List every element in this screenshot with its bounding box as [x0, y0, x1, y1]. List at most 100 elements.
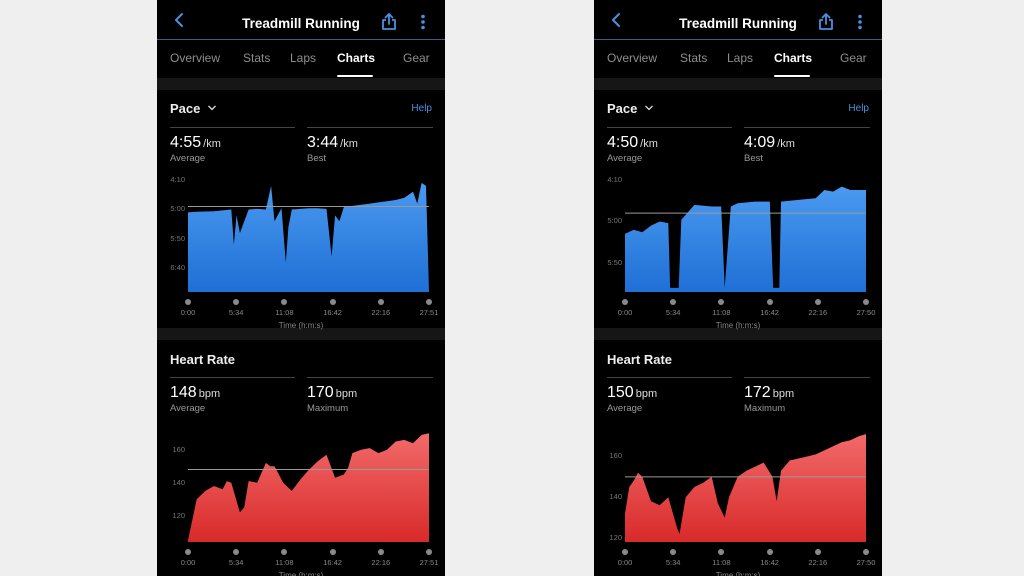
nav-bar: Treadmill Running — [157, 0, 445, 40]
tab-stats[interactable]: Stats — [243, 51, 271, 65]
more-options-icon[interactable] — [856, 14, 864, 30]
x-axis-marker[interactable] — [329, 549, 336, 555]
section-divider — [594, 328, 882, 340]
hr-maximum-label: Maximum — [744, 403, 786, 414]
x-axis-marker[interactable] — [426, 299, 432, 305]
x-axis-marker[interactable] — [766, 299, 773, 305]
share-icon[interactable] — [381, 13, 397, 31]
x-axis-marker[interactable] — [233, 549, 240, 555]
pace-title[interactable]: Pace — [170, 101, 201, 116]
hr-maximum-label: Maximum — [307, 403, 349, 414]
x-axis-tick-label: 11:08 — [712, 558, 731, 567]
phone-screen-left: Treadmill Running Overview Stats Laps Ch… — [157, 0, 445, 576]
y-axis-tick-label: 4:10 — [607, 175, 622, 184]
x-axis-marker[interactable] — [185, 549, 191, 555]
x-axis-tick-label: 0:00 — [617, 308, 633, 317]
x-axis-tick-label: 27:51 — [419, 308, 439, 317]
heart-rate-chart[interactable]: 160 140 120 0:00 5:34 11:08 16:42 22:16 27:51 Tim… — [157, 420, 445, 576]
tab-overview[interactable]: Overview — [170, 51, 221, 65]
heart-rate-title: Heart Rate — [170, 352, 236, 367]
heart-rate-title: Heart Rate — [607, 352, 673, 367]
tab-gear[interactable]: Gear — [403, 51, 430, 65]
tab-stats[interactable]: Stats — [680, 51, 708, 65]
section-divider — [157, 328, 445, 340]
x-axis-title: Time (h:m:s) — [715, 571, 761, 576]
tab-gear[interactable]: Gear — [840, 51, 867, 65]
x-axis-marker[interactable] — [718, 549, 725, 555]
pace-average-label: Average — [170, 153, 206, 164]
pace-section: Pace Help 4:50/km Average 4:09/km Best 4… — [594, 90, 882, 330]
x-axis-tick-label: 16:42 — [760, 558, 779, 567]
pace-best-label: Best — [744, 153, 764, 164]
active-tab-indicator — [337, 75, 373, 77]
x-axis-tick-label: 11:08 — [275, 308, 294, 317]
hr-maximum-value: 170 bpm — [307, 384, 358, 401]
pace-best-value: 4:09/km — [744, 134, 795, 151]
tab-charts[interactable]: Charts — [774, 51, 813, 65]
back-chevron-icon[interactable] — [608, 11, 626, 29]
x-axis-marker[interactable] — [814, 549, 821, 555]
phone-screen-right: Treadmill Running Overview Stats Laps Ch… — [594, 0, 882, 576]
x-axis-title: Time (h:m:s) — [278, 321, 324, 330]
x-axis-tick-label: 22:16 — [371, 308, 391, 317]
x-axis-marker[interactable] — [670, 549, 677, 555]
x-axis-marker[interactable] — [863, 299, 869, 305]
x-axis-marker[interactable] — [281, 299, 288, 305]
heart-rate-area — [625, 434, 866, 542]
back-chevron-icon[interactable] — [171, 11, 189, 29]
pace-area — [188, 182, 429, 292]
help-link[interactable]: Help — [411, 103, 432, 114]
x-axis-marker[interactable] — [622, 299, 628, 305]
x-axis-tick-label: 11:08 — [275, 558, 294, 567]
more-options-icon[interactable] — [419, 14, 427, 30]
tab-overview[interactable]: Overview — [607, 51, 658, 65]
hr-average-label: Average — [607, 403, 643, 414]
stat-divider — [744, 377, 870, 378]
y-axis-tick-label: 5:50 — [607, 257, 622, 267]
stat-divider — [607, 377, 732, 378]
x-axis-tick-label: 5:34 — [665, 308, 681, 317]
y-axis-tick-label: 5:50 — [170, 233, 185, 243]
pace-average-value: 4:50/km — [607, 134, 658, 151]
tab-bar: Overview Stats Laps Charts Gear — [157, 40, 445, 78]
hr-maximum-value: 172 bpm — [744, 384, 795, 401]
x-axis-marker[interactable] — [814, 299, 821, 305]
stat-divider — [170, 377, 295, 378]
section-divider — [594, 78, 882, 90]
x-axis-tick-label: 11:08 — [712, 308, 731, 317]
tab-charts[interactable]: Charts — [337, 51, 376, 65]
help-link[interactable]: Help — [848, 103, 869, 114]
x-axis-marker[interactable] — [622, 549, 628, 555]
x-axis-marker[interactable] — [863, 549, 869, 555]
tab-laps[interactable]: Laps — [727, 51, 754, 65]
x-axis-marker[interactable] — [233, 299, 240, 305]
x-axis-title: Time (h:m:s) — [278, 571, 324, 576]
pace-chart[interactable]: 4:10 5:00 5:50 0:00 5:34 11:08 16:42 22:16 27:50… — [594, 170, 882, 330]
hr-average-value: 148 bpm — [170, 384, 221, 401]
x-axis-marker[interactable] — [718, 299, 725, 305]
y-axis-tick-label: 120 — [172, 510, 185, 520]
heart-rate-chart[interactable]: 160 140 120 0:00 5:34 11:08 16:42 22:16 27:50 Tim… — [594, 420, 882, 576]
chevron-down-icon[interactable] — [644, 104, 654, 112]
x-axis-marker[interactable] — [426, 549, 432, 555]
x-axis-marker[interactable] — [670, 299, 677, 305]
page-title: Treadmill Running — [242, 16, 360, 31]
share-icon[interactable] — [818, 13, 834, 31]
x-axis-marker[interactable] — [377, 549, 384, 555]
x-axis-marker[interactable] — [185, 299, 191, 305]
y-axis-tick-label: 160 — [172, 444, 185, 454]
x-axis-marker[interactable] — [766, 549, 773, 555]
x-axis-marker[interactable] — [329, 299, 336, 305]
pace-best-value: 3:44/km — [307, 134, 358, 151]
x-axis-marker[interactable] — [281, 549, 288, 555]
pace-chart[interactable]: 4:10 5:00 5:50 6:40 0:00 5:34 11:08 16:42 22:16 2… — [157, 170, 445, 330]
x-axis-tick-label: 27:50 — [856, 558, 876, 567]
tab-laps[interactable]: Laps — [290, 51, 317, 65]
active-tab-indicator — [774, 75, 810, 77]
x-axis-marker[interactable] — [377, 299, 384, 305]
x-axis-tick-label: 22:16 — [808, 558, 828, 567]
pace-title[interactable]: Pace — [607, 101, 638, 116]
heart-rate-section: Heart Rate 148 bpm Average 170 bpm Maximum… — [157, 340, 445, 576]
x-axis-tick-label: 0:00 — [180, 558, 196, 567]
chevron-down-icon[interactable] — [207, 104, 217, 112]
